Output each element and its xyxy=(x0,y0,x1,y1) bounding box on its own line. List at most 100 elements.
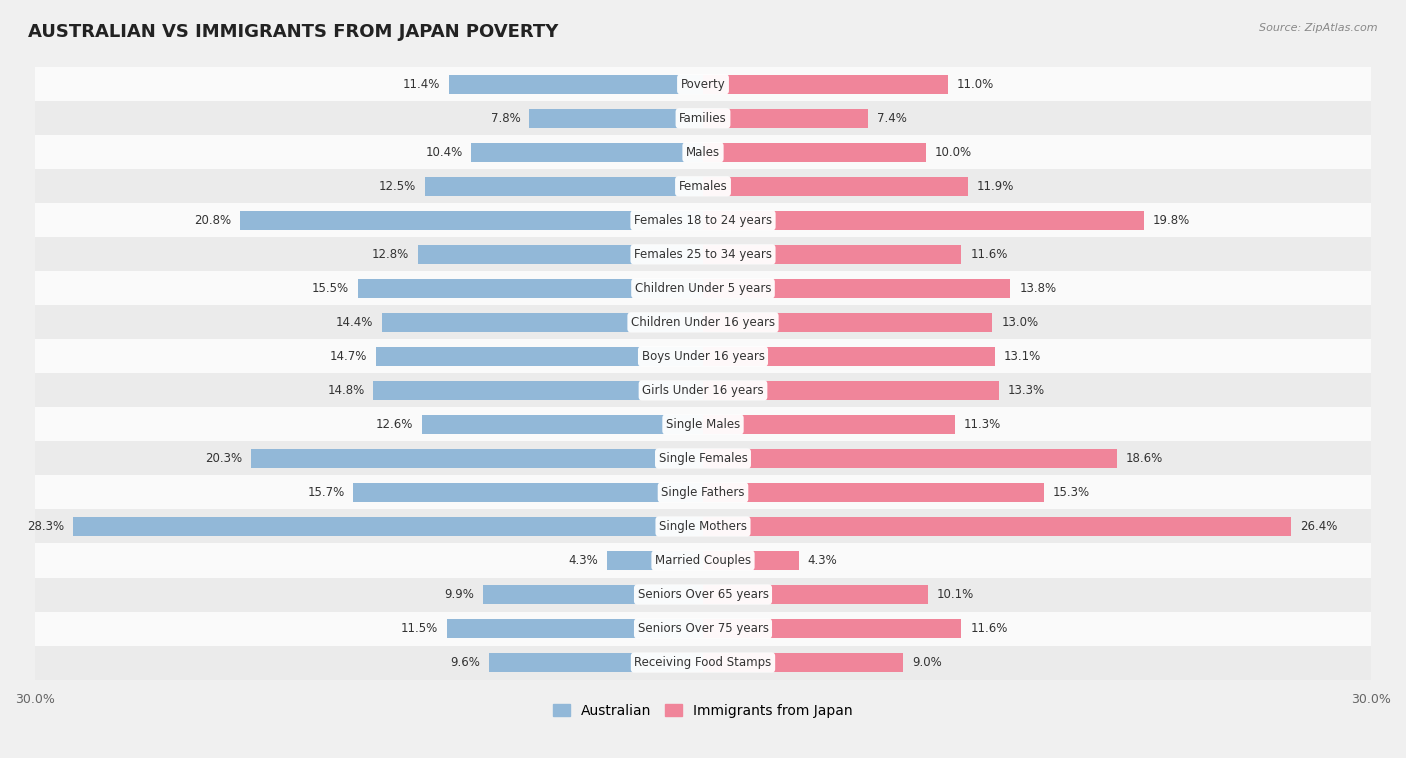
Bar xyxy=(447,619,703,638)
Bar xyxy=(73,517,703,536)
Text: 10.1%: 10.1% xyxy=(936,588,974,601)
Bar xyxy=(471,143,703,161)
Bar xyxy=(35,305,1371,340)
Text: Females 18 to 24 years: Females 18 to 24 years xyxy=(634,214,772,227)
Text: 20.3%: 20.3% xyxy=(205,452,242,465)
Text: Children Under 16 years: Children Under 16 years xyxy=(631,316,775,329)
Text: 13.0%: 13.0% xyxy=(1001,316,1039,329)
Text: Single Females: Single Females xyxy=(658,452,748,465)
Text: 18.6%: 18.6% xyxy=(1126,452,1163,465)
Text: Single Males: Single Males xyxy=(666,418,740,431)
Bar xyxy=(703,109,868,127)
Bar xyxy=(703,585,928,604)
Text: 15.3%: 15.3% xyxy=(1053,486,1090,499)
Bar xyxy=(703,653,904,672)
Bar xyxy=(425,177,703,196)
Bar xyxy=(35,408,1371,441)
Text: Married Couples: Married Couples xyxy=(655,554,751,567)
Text: 12.5%: 12.5% xyxy=(378,180,416,193)
Text: 20.8%: 20.8% xyxy=(194,214,231,227)
Bar xyxy=(35,441,1371,475)
Bar xyxy=(703,449,1118,468)
Bar xyxy=(35,237,1371,271)
Text: Single Mothers: Single Mothers xyxy=(659,520,747,533)
Text: 13.3%: 13.3% xyxy=(1008,384,1045,397)
Text: Boys Under 16 years: Boys Under 16 years xyxy=(641,350,765,363)
Bar xyxy=(359,279,703,298)
Text: 4.3%: 4.3% xyxy=(807,554,838,567)
Bar xyxy=(529,109,703,127)
Bar xyxy=(703,279,1011,298)
Text: 11.4%: 11.4% xyxy=(404,78,440,91)
Text: 14.8%: 14.8% xyxy=(328,384,364,397)
Bar xyxy=(35,374,1371,408)
Text: Poverty: Poverty xyxy=(681,78,725,91)
Text: 11.9%: 11.9% xyxy=(977,180,1014,193)
Text: Seniors Over 65 years: Seniors Over 65 years xyxy=(637,588,769,601)
Text: Families: Families xyxy=(679,111,727,125)
Bar xyxy=(703,619,962,638)
Text: 15.5%: 15.5% xyxy=(312,282,349,295)
Text: AUSTRALIAN VS IMMIGRANTS FROM JAPAN POVERTY: AUSTRALIAN VS IMMIGRANTS FROM JAPAN POVE… xyxy=(28,23,558,41)
Text: 9.0%: 9.0% xyxy=(912,656,942,669)
Bar xyxy=(35,169,1371,203)
Bar xyxy=(703,381,1000,399)
Text: 10.4%: 10.4% xyxy=(425,146,463,159)
Bar xyxy=(703,75,948,94)
Bar xyxy=(35,612,1371,646)
Bar xyxy=(418,245,703,264)
Bar xyxy=(703,517,1291,536)
Text: 11.6%: 11.6% xyxy=(970,622,1008,635)
Bar xyxy=(482,585,703,604)
Text: Receiving Food Stamps: Receiving Food Stamps xyxy=(634,656,772,669)
Bar xyxy=(703,483,1043,502)
Text: 4.3%: 4.3% xyxy=(568,554,599,567)
Text: 7.4%: 7.4% xyxy=(877,111,907,125)
Bar xyxy=(35,203,1371,237)
Bar xyxy=(449,75,703,94)
Text: Children Under 5 years: Children Under 5 years xyxy=(634,282,772,295)
Bar xyxy=(35,543,1371,578)
Text: 11.0%: 11.0% xyxy=(957,78,994,91)
Bar xyxy=(35,67,1371,102)
Bar xyxy=(35,509,1371,543)
Text: 7.8%: 7.8% xyxy=(491,111,520,125)
Text: 28.3%: 28.3% xyxy=(27,520,63,533)
Text: 9.9%: 9.9% xyxy=(444,588,474,601)
Text: 11.3%: 11.3% xyxy=(963,418,1001,431)
Bar xyxy=(353,483,703,502)
Bar xyxy=(703,415,955,434)
Bar xyxy=(35,271,1371,305)
Text: 13.8%: 13.8% xyxy=(1019,282,1056,295)
Text: 15.7%: 15.7% xyxy=(308,486,344,499)
Text: Single Fathers: Single Fathers xyxy=(661,486,745,499)
Bar xyxy=(703,245,962,264)
Bar xyxy=(250,449,703,468)
Bar xyxy=(35,102,1371,136)
Bar xyxy=(35,646,1371,679)
Bar xyxy=(489,653,703,672)
Bar xyxy=(375,347,703,366)
Text: 26.4%: 26.4% xyxy=(1299,520,1337,533)
Text: 19.8%: 19.8% xyxy=(1153,214,1189,227)
Text: 14.7%: 14.7% xyxy=(329,350,367,363)
Bar xyxy=(35,340,1371,374)
Text: Girls Under 16 years: Girls Under 16 years xyxy=(643,384,763,397)
Text: 13.1%: 13.1% xyxy=(1004,350,1040,363)
Bar xyxy=(422,415,703,434)
Bar xyxy=(607,551,703,570)
Bar xyxy=(240,211,703,230)
Text: 10.0%: 10.0% xyxy=(935,146,972,159)
Bar xyxy=(35,578,1371,612)
Text: 12.8%: 12.8% xyxy=(371,248,409,261)
Text: Seniors Over 75 years: Seniors Over 75 years xyxy=(637,622,769,635)
Bar xyxy=(703,177,967,196)
Text: Females 25 to 34 years: Females 25 to 34 years xyxy=(634,248,772,261)
Legend: Australian, Immigrants from Japan: Australian, Immigrants from Japan xyxy=(548,698,858,723)
Bar xyxy=(703,143,925,161)
Bar xyxy=(374,381,703,399)
Text: 11.6%: 11.6% xyxy=(970,248,1008,261)
Bar xyxy=(703,211,1144,230)
Bar xyxy=(703,347,994,366)
Text: 12.6%: 12.6% xyxy=(377,418,413,431)
